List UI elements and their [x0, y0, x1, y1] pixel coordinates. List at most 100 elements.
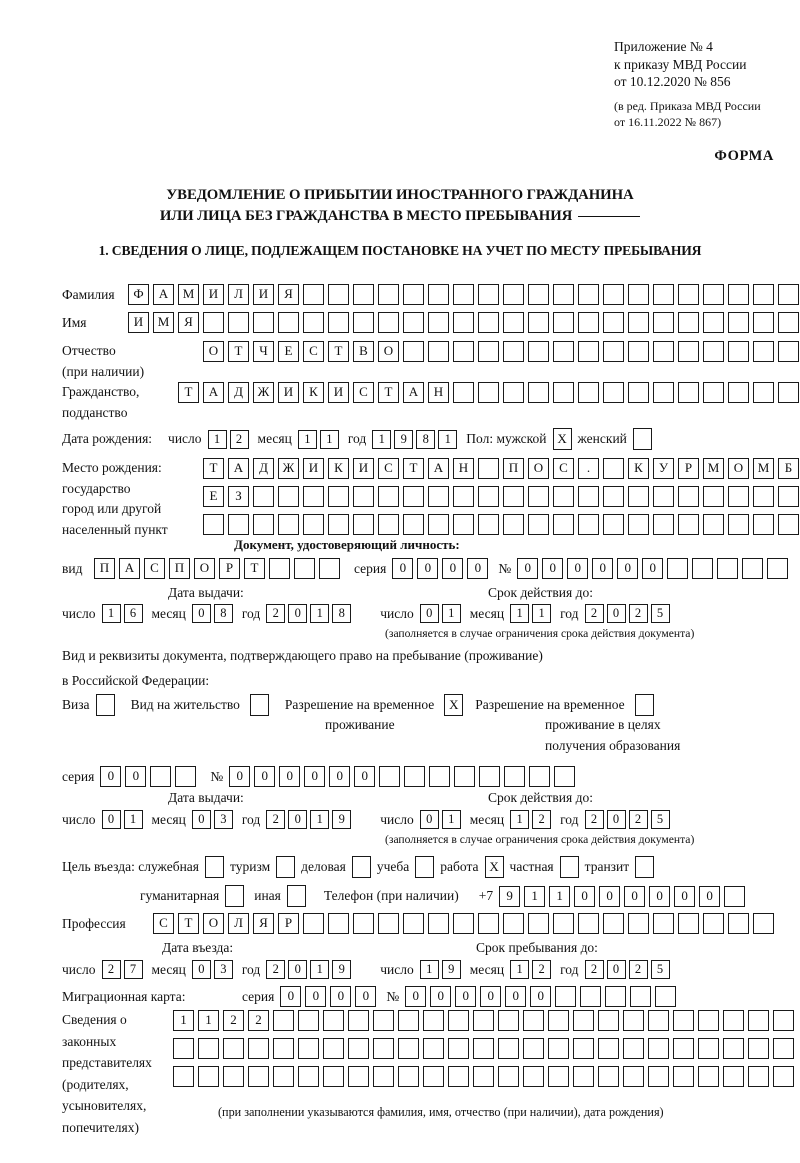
char-cell[interactable] — [404, 766, 426, 787]
char-cell[interactable] — [628, 382, 649, 403]
char-cell[interactable] — [379, 766, 401, 787]
char-cell[interactable]: Т — [403, 458, 424, 479]
char-cell[interactable] — [278, 486, 299, 507]
char-cell[interactable]: Т — [228, 341, 249, 362]
char-cell[interactable] — [603, 312, 624, 333]
char-cell[interactable]: 0 — [455, 986, 477, 1007]
char-cell[interactable]: 9 — [441, 960, 461, 979]
char-cell[interactable]: 0 — [649, 885, 671, 907]
char-cell[interactable] — [428, 486, 449, 507]
char-cell[interactable]: Т — [178, 382, 199, 403]
char-cell[interactable]: 1 — [207, 429, 227, 449]
char-cell[interactable]: С — [144, 558, 165, 579]
char-cell[interactable] — [298, 1066, 319, 1087]
char-cell[interactable] — [498, 1010, 519, 1031]
char-cell[interactable]: 0 — [304, 766, 326, 787]
char-cell[interactable] — [767, 558, 789, 579]
char-cell[interactable] — [728, 913, 749, 934]
char-cell[interactable]: П — [503, 458, 524, 479]
char-cell[interactable]: Я — [178, 312, 199, 333]
char-cell[interactable] — [403, 312, 424, 333]
char-cell[interactable]: 0 — [530, 986, 552, 1007]
char-cell[interactable] — [403, 341, 424, 362]
purpose-study-checkbox[interactable] — [415, 856, 435, 878]
char-cell[interactable] — [273, 1038, 294, 1059]
char-cell[interactable]: 2 — [532, 810, 552, 829]
char-cell[interactable]: Ч — [253, 341, 274, 362]
char-cell[interactable]: 0 — [191, 960, 211, 979]
char-cell[interactable] — [523, 1038, 544, 1059]
char-cell[interactable]: 2 — [266, 604, 286, 623]
char-cell[interactable] — [528, 514, 549, 535]
char-cell[interactable]: 0 — [606, 810, 626, 829]
char-cell[interactable]: . — [578, 458, 599, 479]
char-cell[interactable] — [423, 1010, 444, 1031]
char-cell[interactable] — [628, 913, 649, 934]
char-cell[interactable] — [428, 341, 449, 362]
char-cell[interactable] — [553, 284, 574, 305]
char-cell[interactable] — [373, 1066, 394, 1087]
char-cell[interactable] — [753, 913, 774, 934]
char-cell[interactable] — [328, 312, 349, 333]
char-cell[interactable]: 0 — [288, 810, 308, 829]
char-cell[interactable] — [555, 986, 577, 1007]
char-cell[interactable] — [328, 486, 349, 507]
char-cell[interactable] — [478, 486, 499, 507]
char-cell[interactable] — [653, 341, 674, 362]
char-cell[interactable] — [723, 1010, 744, 1031]
char-cell[interactable]: 2 — [223, 1010, 244, 1031]
char-cell[interactable]: Я — [278, 284, 299, 305]
char-cell[interactable] — [653, 382, 674, 403]
char-cell[interactable] — [353, 514, 374, 535]
char-cell[interactable]: 0 — [330, 986, 352, 1007]
char-cell[interactable] — [528, 382, 549, 403]
char-cell[interactable] — [228, 514, 249, 535]
char-cell[interactable] — [598, 1066, 619, 1087]
char-cell[interactable] — [503, 913, 524, 934]
char-cell[interactable]: 1 — [297, 429, 317, 449]
char-cell[interactable]: И — [353, 458, 374, 479]
char-cell[interactable]: 1 — [441, 604, 461, 623]
char-cell[interactable] — [269, 558, 290, 579]
char-cell[interactable]: П — [94, 558, 115, 579]
char-cell[interactable] — [553, 312, 574, 333]
char-cell[interactable] — [628, 341, 649, 362]
char-cell[interactable] — [348, 1038, 369, 1059]
char-cell[interactable] — [628, 486, 649, 507]
char-cell[interactable] — [175, 766, 197, 787]
char-cell[interactable]: 1 — [510, 810, 530, 829]
char-cell[interactable] — [553, 913, 574, 934]
char-cell[interactable]: 1 — [372, 429, 392, 449]
char-cell[interactable]: 0 — [574, 885, 596, 907]
char-cell[interactable] — [748, 1066, 769, 1087]
char-cell[interactable]: Т — [328, 341, 349, 362]
char-cell[interactable] — [703, 913, 724, 934]
char-cell[interactable]: 0 — [480, 986, 502, 1007]
char-cell[interactable]: Ж — [278, 458, 299, 479]
char-cell[interactable] — [578, 913, 599, 934]
char-cell[interactable] — [203, 312, 224, 333]
char-cell[interactable]: 1 — [549, 885, 571, 907]
char-cell[interactable] — [603, 514, 624, 535]
char-cell[interactable] — [703, 312, 724, 333]
char-cell[interactable] — [753, 312, 774, 333]
char-cell[interactable] — [198, 1066, 219, 1087]
char-cell[interactable] — [553, 486, 574, 507]
char-cell[interactable] — [553, 382, 574, 403]
char-cell[interactable]: 0 — [606, 960, 626, 979]
char-cell[interactable] — [278, 312, 299, 333]
char-cell[interactable]: 1 — [510, 960, 530, 979]
char-cell[interactable]: Н — [428, 382, 449, 403]
char-cell[interactable] — [278, 514, 299, 535]
char-cell[interactable]: З — [228, 486, 249, 507]
